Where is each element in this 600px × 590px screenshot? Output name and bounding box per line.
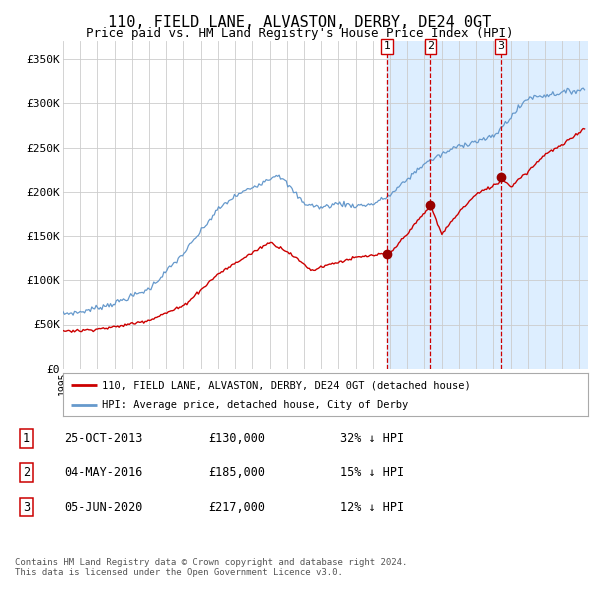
Text: 04-MAY-2016: 04-MAY-2016	[64, 466, 142, 479]
Text: 3: 3	[497, 41, 504, 51]
Text: 2: 2	[427, 41, 434, 51]
Text: 05-JUN-2020: 05-JUN-2020	[64, 500, 142, 513]
Text: 32% ↓ HPI: 32% ↓ HPI	[340, 432, 404, 445]
Text: HPI: Average price, detached house, City of Derby: HPI: Average price, detached house, City…	[103, 401, 409, 410]
Text: 1: 1	[23, 432, 30, 445]
Text: £185,000: £185,000	[208, 466, 265, 479]
Text: 3: 3	[23, 500, 30, 513]
Text: 1: 1	[383, 41, 391, 51]
Text: 110, FIELD LANE, ALVASTON, DERBY, DE24 0GT: 110, FIELD LANE, ALVASTON, DERBY, DE24 0…	[109, 15, 491, 30]
Text: 2: 2	[23, 466, 30, 479]
Text: 25-OCT-2013: 25-OCT-2013	[64, 432, 142, 445]
Text: 110, FIELD LANE, ALVASTON, DERBY, DE24 0GT (detached house): 110, FIELD LANE, ALVASTON, DERBY, DE24 0…	[103, 381, 471, 391]
Text: 15% ↓ HPI: 15% ↓ HPI	[340, 466, 404, 479]
Text: £217,000: £217,000	[208, 500, 265, 513]
Text: Price paid vs. HM Land Registry's House Price Index (HPI): Price paid vs. HM Land Registry's House …	[86, 27, 514, 40]
Text: Contains HM Land Registry data © Crown copyright and database right 2024.
This d: Contains HM Land Registry data © Crown c…	[15, 558, 407, 577]
Bar	[387, 41, 600, 369]
Text: 12% ↓ HPI: 12% ↓ HPI	[340, 500, 404, 513]
Text: £130,000: £130,000	[208, 432, 265, 445]
